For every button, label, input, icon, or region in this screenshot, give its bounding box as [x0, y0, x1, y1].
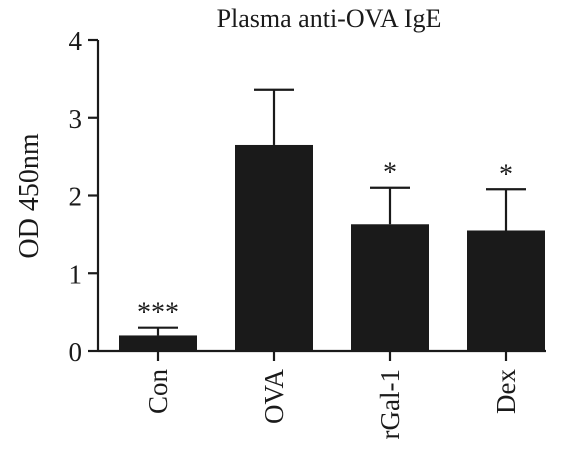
category-label: OVA [259, 368, 289, 424]
x-axis-categories: Con OVA rGal-1 Dex [143, 351, 521, 439]
category-label: rGal-1 [375, 369, 405, 439]
y-axis-label: OD 450nm [14, 133, 45, 258]
bar [467, 230, 545, 351]
y-tick-label: 4 [69, 26, 83, 56]
significance-marker: * [383, 158, 397, 189]
y-axis-ticks: 0 1 2 3 4 [69, 26, 98, 367]
significance-markers: **** * [137, 158, 513, 329]
bar [235, 144, 313, 351]
category-label: Con [143, 369, 173, 415]
y-tick-label: 2 [69, 182, 83, 212]
y-tick-label: 1 [69, 259, 83, 289]
error-bars [138, 88, 526, 336]
bar [351, 224, 429, 351]
bars [119, 144, 545, 351]
y-tick-label: 3 [69, 104, 83, 134]
significance-marker: * [499, 159, 513, 190]
bar [119, 335, 197, 351]
significance-marker: *** [137, 298, 179, 329]
y-tick-label: 0 [69, 337, 83, 367]
chart-title: Plasma anti-OVA IgE [217, 4, 442, 33]
category-label: Dex [491, 369, 521, 414]
